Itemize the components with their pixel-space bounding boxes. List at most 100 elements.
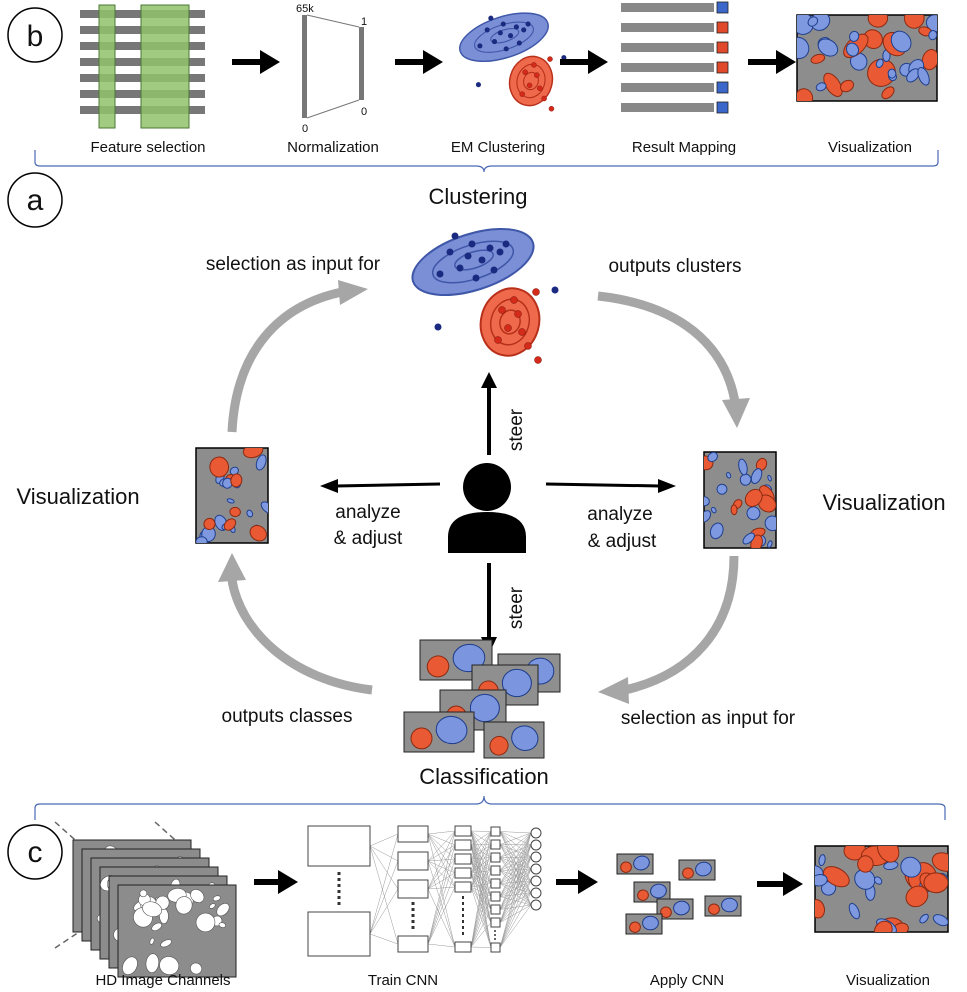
blue-data-point bbox=[451, 232, 459, 240]
cnn-network-graphic bbox=[307, 825, 542, 957]
norm-bottom-left: 0 bbox=[302, 123, 308, 135]
cnn-connection bbox=[499, 868, 532, 871]
red-data-point bbox=[534, 72, 540, 78]
blue-nucleus bbox=[750, 468, 763, 484]
classification-title: Classification bbox=[419, 764, 549, 789]
blue-nucleus bbox=[849, 30, 860, 42]
cnn-connection bbox=[499, 832, 532, 948]
blue-nucleus bbox=[704, 496, 710, 507]
cnn-connection bbox=[499, 844, 532, 871]
cnn-connection bbox=[499, 832, 532, 871]
nucleus-blob bbox=[149, 937, 155, 945]
blue-nucleus bbox=[704, 510, 712, 523]
result-mapping-graphic bbox=[621, 1, 729, 114]
cnn-connection bbox=[499, 868, 532, 897]
blue-data-point bbox=[496, 248, 504, 256]
nucleus-blob bbox=[142, 901, 162, 917]
normalization-label: Normalization bbox=[287, 139, 379, 156]
red-nucleus bbox=[881, 86, 895, 100]
cnn-connection bbox=[470, 886, 492, 948]
blue-data-point bbox=[446, 248, 454, 256]
blue-data-point bbox=[488, 15, 494, 21]
red-nucleus bbox=[620, 861, 632, 873]
visualization-left-tile bbox=[195, 447, 269, 544]
blue-nucleus bbox=[818, 854, 826, 867]
cnn-node bbox=[454, 839, 472, 851]
cnn-connection bbox=[427, 858, 456, 890]
blue-nucleus bbox=[854, 868, 876, 890]
arrow-c3 bbox=[757, 872, 803, 896]
blue-nucleus bbox=[875, 58, 884, 68]
blue-data-point bbox=[497, 30, 503, 36]
feature-highlight bbox=[140, 4, 190, 129]
nucleus-blob bbox=[160, 939, 172, 948]
panel-c-badge bbox=[7, 824, 63, 880]
red-nucleus bbox=[810, 53, 826, 64]
red-nucleus bbox=[876, 846, 900, 863]
outputs-classes-label: outputs classes bbox=[222, 706, 353, 727]
cnn-connection bbox=[470, 886, 492, 910]
blue-nucleus bbox=[435, 715, 468, 745]
blue-nucleus bbox=[246, 509, 254, 518]
blue-nucleus bbox=[817, 38, 839, 57]
norm-top-right: 1 bbox=[361, 16, 367, 28]
nucleus-blob bbox=[159, 956, 180, 975]
cnn-node bbox=[490, 826, 501, 837]
cnn-connection bbox=[499, 857, 532, 882]
blue-data-point bbox=[478, 256, 486, 264]
mapping-class-square bbox=[716, 81, 729, 94]
cnn-connection bbox=[499, 832, 532, 897]
cnn-node bbox=[397, 851, 429, 871]
cnn-connection bbox=[470, 858, 492, 897]
red-data-point bbox=[541, 95, 547, 102]
nucleus-blob bbox=[212, 895, 221, 902]
blue-nucleus bbox=[726, 472, 732, 479]
panel-b-badge bbox=[7, 7, 63, 63]
cnn-connection bbox=[470, 886, 492, 897]
blue-nucleus bbox=[810, 15, 831, 31]
cnn-connection bbox=[470, 831, 492, 874]
cnn-node bbox=[454, 941, 472, 953]
cnn-connection bbox=[470, 922, 492, 948]
cnn-connection bbox=[470, 872, 492, 897]
blue-nucleus bbox=[890, 30, 912, 53]
norm-bottom-right: 0 bbox=[361, 106, 367, 118]
cnn-output-neuron bbox=[530, 863, 542, 875]
cnn-connection bbox=[470, 831, 492, 846]
blue-nucleus bbox=[807, 16, 819, 27]
arrow-b2 bbox=[395, 50, 443, 74]
cnn-connection bbox=[470, 886, 492, 923]
red-nucleus bbox=[797, 88, 814, 101]
cnn-connection bbox=[499, 857, 532, 906]
cnn-connection bbox=[499, 844, 532, 858]
train-cnn-label: Train CNN bbox=[368, 972, 438, 989]
cycle-arrow-bottom-left bbox=[227, 579, 373, 695]
steer-top-label: steer bbox=[506, 408, 527, 451]
cycle-arrows bbox=[218, 280, 750, 704]
cnn-connection bbox=[470, 946, 492, 948]
blue-nucleus bbox=[633, 855, 650, 871]
nucleus-blob bbox=[122, 956, 138, 975]
mapping-bar bbox=[621, 103, 714, 112]
red-nucleus bbox=[426, 655, 450, 678]
cnn-connection bbox=[427, 830, 456, 835]
blue-nucleus bbox=[767, 540, 773, 548]
red-data-point bbox=[498, 306, 506, 314]
cnn-connection bbox=[499, 832, 532, 884]
blue-data-point bbox=[521, 27, 527, 33]
cnn-connection bbox=[470, 909, 492, 948]
red-nucleus bbox=[629, 921, 641, 933]
cnn-connection bbox=[470, 844, 492, 948]
cnn-connection bbox=[499, 896, 532, 906]
blue-nucleus bbox=[873, 876, 883, 885]
cnn-connection bbox=[427, 872, 456, 890]
nucleus-blob bbox=[190, 889, 205, 903]
panel-c-letter: c bbox=[28, 836, 43, 869]
blue-nucleus bbox=[845, 42, 860, 57]
blue-data-point bbox=[468, 240, 476, 248]
cnn-connection bbox=[470, 896, 492, 948]
blue-data-point bbox=[436, 270, 444, 278]
blue-nucleus bbox=[642, 915, 659, 931]
blue-nucleus bbox=[738, 458, 748, 476]
clustering-title: Clustering bbox=[428, 184, 527, 209]
